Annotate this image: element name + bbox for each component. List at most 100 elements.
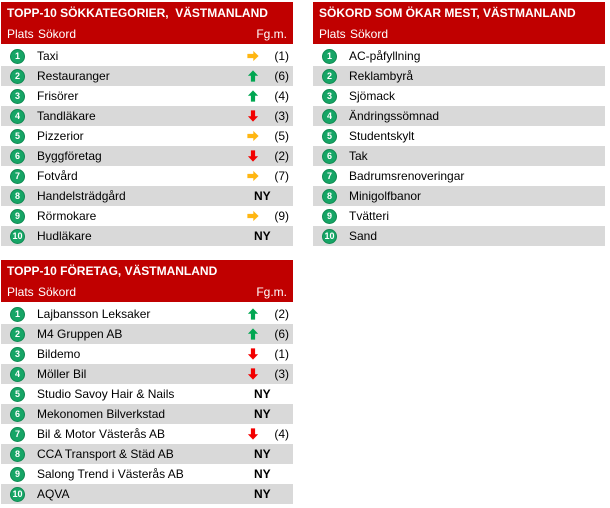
table-row: 4 Möller Bil (3) [1,364,293,384]
keyword-label: Taxi [37,49,59,63]
keyword-label: CCA Transport & Städ AB [37,447,174,461]
keyword-label: Pizzerior [37,129,84,143]
rank-badge: 7 [10,168,25,184]
table-body: 1 Lajbansson Leksaker (2) 2 M4 Gruppen AB (6)… [1,304,293,504]
keyword-label: Tandläkare [37,109,96,123]
rank-badge: 4 [322,108,337,124]
previous-rank-value: (3) [274,367,289,381]
column-header-sokord: Sökord [38,285,77,299]
keyword-label: Badrumsrenoveringar [349,169,465,183]
rank-badge: 3 [322,88,337,104]
rank-badge: 6 [10,406,25,422]
table-title: TOPP-10 SÖKKATEGORIER, VÄSTMANLAND [1,2,293,24]
table-column-headers: Plats Sökord Fg.m. [1,282,293,302]
trend-same-arrow-icon [243,210,263,222]
trend-up-arrow-icon [243,90,263,102]
table-row: 4 Tandläkare (3) [1,106,293,126]
keyword-label: Byggföretag [37,149,102,163]
keyword-label: Rörmokare [37,209,97,223]
keyword-label: Frisörer [37,89,79,103]
trend-down-arrow-icon [243,110,263,122]
column-header-plats: Plats [7,285,34,299]
table-row: 1 AC-påfyllning [313,46,605,66]
table-row: 6 Byggföretag (2) [1,146,293,166]
keyword-label: Tvätteri [349,209,390,223]
trend-same-arrow-icon [243,130,263,142]
previous-rank-value: (6) [274,69,289,83]
rank-badge: 3 [10,346,25,362]
trend-up-arrow-icon [243,308,263,320]
new-entry-label: NY [254,189,271,203]
trend-down-arrow-icon [243,150,263,162]
table-row: 2 Restauranger (6) [1,66,293,86]
table-column-headers: Plats Sökord [313,24,605,44]
keyword-label: AQVA [37,487,70,501]
trend-same-arrow-icon [243,50,263,62]
trend-same-arrow-icon [243,170,263,182]
keyword-label: AC-påfyllning [349,49,421,63]
rank-badge: 2 [10,68,25,84]
rank-badge: 7 [322,168,337,184]
trend-up-arrow-icon [243,70,263,82]
table-row: 3 Bildemo (1) [1,344,293,364]
rank-badge: 6 [10,148,25,164]
table-row: 5 Studio Savoy Hair & Nails NY [1,384,293,404]
table-body: 1 AC-påfyllning 2 Reklambyrå 3 Sjömack 4 Ändrin… [313,46,605,246]
rank-badge: 2 [322,68,337,84]
rank-badge: 1 [322,48,337,64]
column-header-fgm: Fg.m. [256,27,287,41]
table-row: 7 Bil & Motor Västerås AB (4) [1,424,293,444]
keyword-label: Studentskylt [349,129,415,143]
rank-badge: 5 [10,128,25,144]
table-body: 1 Taxi (1) 2 Restauranger (6) 3 Frisörer (4) 4 Tan… [1,46,293,246]
rank-badge: 5 [10,386,25,402]
new-entry-label: NY [254,387,271,401]
previous-rank-value: (3) [274,109,289,123]
table-row: 6 Mekonomen Bilverkstad NY [1,404,293,424]
table-row: 10 Hudläkare NY [1,226,293,246]
table-top-search-categories: TOPP-10 SÖKKATEGORIER, VÄSTMANLAND Plats… [1,2,293,246]
keyword-label: Restauranger [37,69,110,83]
keyword-label: Salong Trend i Västerås AB [37,467,184,481]
rank-badge: 10 [10,228,25,244]
keyword-label: Studio Savoy Hair & Nails [37,387,175,401]
keyword-label: Bildemo [37,347,81,361]
keyword-label: Tak [349,149,368,163]
table-row: 9 Salong Trend i Västerås AB NY [1,464,293,484]
table-row: 5 Studentskylt [313,126,605,146]
rank-badge: 10 [322,228,337,244]
keyword-label: Reklambyrå [349,69,414,83]
previous-rank-value: (6) [274,327,289,341]
table-title: SÖKORD SOM ÖKAR MEST, VÄSTMANLAND [313,2,605,24]
keyword-label: Möller Bil [37,367,87,381]
table-row: 8 CCA Transport & Städ AB NY [1,444,293,464]
new-entry-label: NY [254,407,271,421]
table-row: 6 Tak [313,146,605,166]
column-header-plats: Plats [319,27,346,41]
table-row: 1 Taxi (1) [1,46,293,66]
keyword-label: Hudläkare [37,229,92,243]
table-row: 1 Lajbansson Leksaker (2) [1,304,293,324]
trend-up-arrow-icon [243,328,263,340]
table-row: 3 Frisörer (4) [1,86,293,106]
rank-badge: 1 [10,48,25,64]
table-row: 2 Reklambyrå [313,66,605,86]
keyword-label: Mekonomen Bilverkstad [37,407,166,421]
rank-badge: 6 [322,148,337,164]
keyword-label: M4 Gruppen AB [37,327,123,341]
keyword-label: Sjömack [349,89,396,103]
table-title: TOPP-10 FÖRETAG, VÄSTMANLAND [1,260,293,282]
previous-rank-value: (4) [274,89,289,103]
rank-badge: 9 [322,208,337,224]
previous-rank-value: (1) [274,347,289,361]
table-row: 8 Minigolfbanor [313,186,605,206]
trend-down-arrow-icon [243,428,263,440]
rank-badge: 9 [10,466,25,482]
keyword-label: Sand [349,229,378,243]
keyword-label: Fotvård [37,169,78,183]
new-entry-label: NY [254,447,271,461]
table-row: 4 Ändringssömnad [313,106,605,126]
rank-badge: 3 [10,88,25,104]
keyword-label: Lajbansson Leksaker [37,307,151,321]
trend-down-arrow-icon [243,368,263,380]
